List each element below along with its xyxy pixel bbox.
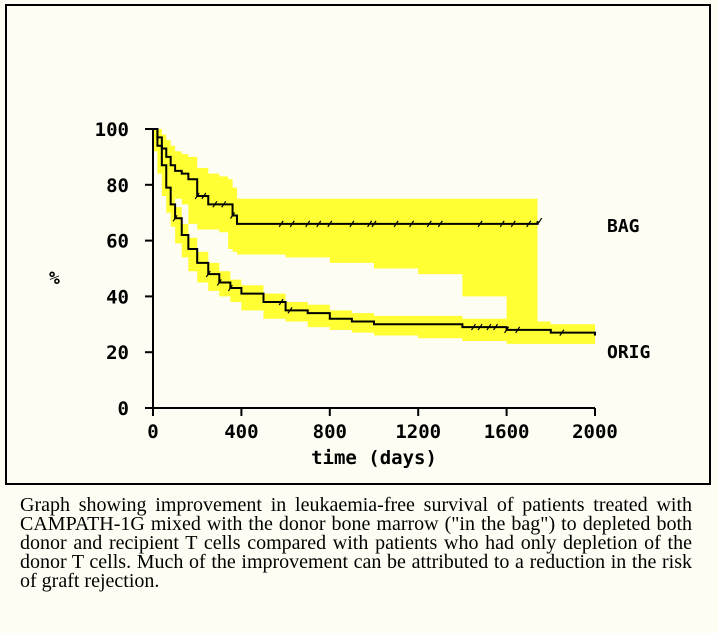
orig-censor-mark xyxy=(477,323,483,331)
bag-censor-mark xyxy=(230,212,236,219)
bag-censor-mark xyxy=(437,220,443,228)
orig-censor-mark xyxy=(493,323,499,331)
orig-censor-mark xyxy=(205,270,211,278)
y-tick-label: 40 xyxy=(106,286,129,308)
chart-frame: 0 20 40 60 80 100 0 400 800 1200 1600 2000 % time (… xyxy=(5,4,711,485)
orig-censor-mark xyxy=(559,329,565,337)
bag-censor-mark xyxy=(510,220,516,228)
x-axis-label: time (days) xyxy=(311,447,437,469)
orig-censor-mark xyxy=(504,326,510,334)
x-tick-label: 800 xyxy=(313,421,347,443)
orig-censor-mark xyxy=(287,307,293,314)
bag-censor-mark xyxy=(212,200,218,208)
y-tick-label: 0 xyxy=(118,398,129,420)
bag-censor-mark xyxy=(349,220,355,228)
bag-censor-mark xyxy=(201,192,207,200)
orig-series-label: ORIG xyxy=(607,342,650,363)
orig-censor-mark xyxy=(216,279,222,286)
x-tick-label: 1200 xyxy=(395,421,441,443)
orig-censor-mark xyxy=(227,284,233,292)
y-tick-label: 20 xyxy=(106,342,129,364)
orig-censor-mark xyxy=(515,326,521,334)
bag-censor-mark xyxy=(393,220,399,228)
bag-censor-mark xyxy=(316,220,322,228)
bag-censor-mark xyxy=(409,220,415,228)
orig-censor-mark xyxy=(486,323,492,331)
orig-confidence-band xyxy=(153,129,595,344)
orig-survival-line xyxy=(153,128,596,336)
bag-censor-mark xyxy=(221,200,227,208)
figure-caption: Graph showing improvement in leukaemia-f… xyxy=(20,494,692,592)
bag-censor-mark xyxy=(537,217,543,225)
bag-censor-mark xyxy=(371,220,377,228)
x-tick-label: 0 xyxy=(147,421,158,443)
bag-censor-mark xyxy=(526,220,532,228)
orig-censor-mark xyxy=(172,214,178,222)
orig-censor-mark xyxy=(470,323,476,331)
survival-chart: 0 20 40 60 80 100 0 400 800 1200 1600 2000 % time (… xyxy=(49,119,650,469)
bag-censor-mark xyxy=(367,220,373,228)
y-tick-label: 80 xyxy=(106,175,129,197)
bag-censor-mark xyxy=(426,220,432,228)
y-tick-label: 60 xyxy=(106,231,129,253)
bag-censor-mark xyxy=(305,220,311,228)
bag-censor-mark xyxy=(477,220,483,228)
bag-censor-mark xyxy=(289,220,295,228)
bag-confidence-band xyxy=(153,129,538,333)
x-tick-label: 1600 xyxy=(484,421,530,443)
bag-censor-mark xyxy=(499,220,505,228)
bag-censor-mark xyxy=(327,220,333,228)
x-tick-label: 400 xyxy=(224,421,258,443)
x-tick-label: 2000 xyxy=(572,421,618,443)
bag-censor-mark xyxy=(194,192,200,200)
y-axis-label: % xyxy=(49,268,60,289)
orig-censor-mark xyxy=(278,298,284,306)
bag-series-label: BAG xyxy=(607,216,640,237)
bag-censor-mark xyxy=(278,220,284,228)
y-tick-label: 100 xyxy=(95,119,129,141)
